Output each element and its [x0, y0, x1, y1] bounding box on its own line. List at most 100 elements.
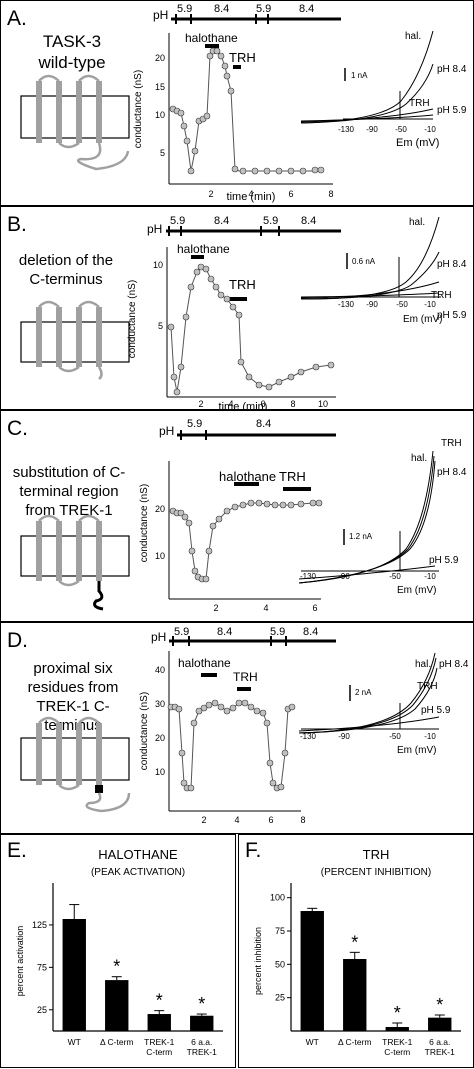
x-tick-label: -90	[338, 732, 350, 741]
data-points-a	[169, 47, 325, 175]
trace-label: TRH	[441, 438, 462, 449]
x-tick-label: -130	[338, 125, 355, 134]
panel-d: D. proximal six residues from TREK-1 C-t…	[0, 622, 474, 834]
ph-bar-a: pH 5.9 8.4 5.9 8.4	[153, 3, 341, 24]
x-tick-label: 8	[290, 399, 295, 409]
y-tick-label: 5	[158, 321, 163, 331]
halothane-label: halothane	[185, 31, 238, 45]
y-tick-label: 125	[32, 920, 47, 930]
category-label: 6 a.a.	[191, 1037, 212, 1047]
trace-label: pH 5.9	[437, 310, 467, 321]
time-course-a: conductance (nS) time (min) 2 4 6 8 5 10…	[133, 31, 334, 203]
bar	[428, 1017, 452, 1031]
panel-a-letter: A.	[7, 7, 27, 30]
ph-label: pH	[159, 424, 174, 438]
y-tick-label: 5	[160, 148, 165, 158]
y-tick-label: 100	[270, 893, 285, 903]
data-points-d	[167, 699, 296, 792]
bar	[105, 980, 129, 1031]
trh-label: TRH	[233, 670, 258, 684]
y-tick-label: 75	[275, 926, 285, 936]
iv-curves-a: 1 nA -130 -90 -50 -10 Em (mV) hal. pH 8.…	[300, 30, 467, 149]
scale-label: 0.6 nA	[352, 257, 376, 266]
iv-x-label: Em (mV)	[397, 745, 436, 756]
channel-schematic-d	[20, 716, 131, 813]
x-tick-label: -130	[300, 732, 317, 741]
panel-b-figure: pH 5.9 8.4 5.9 8.4 conductance (nS) time…	[20, 215, 467, 413]
panel-a-figure: pH 5.9 8.4 5.9 8.4 conductance (nS) time…	[20, 3, 467, 203]
x-tick-label: 4	[234, 815, 239, 825]
ph-bar-d: pH 5.9 8.4 5.9 8.4	[151, 626, 336, 646]
trace-label: pH 5.9	[421, 705, 451, 716]
panel-b-construct-label: deletion of the C-terminus	[18, 252, 114, 288]
trh-bar-chart: TRH (PERCENT INHIBITION) percent inhibitio…	[253, 847, 461, 1057]
category-label: C-term	[146, 1047, 172, 1057]
scale-label: 1.2 nA	[349, 532, 373, 541]
x-tick-label: -50	[396, 300, 408, 309]
x-tick-label: -130	[338, 300, 355, 309]
ph-value: 5.9	[256, 3, 271, 15]
panel-f: F. TRH (PERCENT INHIBITION) percent inhibi…	[238, 834, 474, 1068]
ph-label: pH	[151, 630, 166, 644]
x-tick-label: -10	[424, 125, 436, 134]
ph-value: 5.9	[263, 215, 278, 227]
trace-d	[171, 702, 293, 789]
halothane-label: halothane	[177, 242, 230, 256]
trace-label: pH 8.4	[437, 259, 467, 270]
ph-value: 5.9	[174, 626, 189, 638]
x-tick-label: 6	[260, 399, 265, 409]
halothane-bar-chart: HALOTHANE (PEAK ACTIVATION) percent activa…	[15, 847, 223, 1057]
trh-label: TRH	[229, 50, 256, 65]
ph-value: 5.9	[177, 3, 192, 15]
panel-f-letter: F.	[245, 839, 262, 862]
y-axis-label: percent activation	[15, 926, 25, 997]
trace-label: TRH	[417, 681, 438, 692]
x-tick-label: 6	[312, 603, 317, 613]
y-tick-label: 10	[153, 260, 163, 270]
y-axis-label: conductance (nS)	[133, 70, 144, 148]
trace-label: hal.	[405, 31, 421, 42]
ph-value: 8.4	[301, 215, 316, 227]
panel-b-letter: B.	[7, 213, 27, 236]
iv-x-label: Em (mV)	[403, 314, 442, 325]
y-axis-label: percent inhibition	[253, 927, 263, 995]
panel-d-letter: D.	[7, 629, 28, 652]
x-tick-label: -50	[395, 125, 407, 134]
chart-subtitle: (PERCENT INHIBITION)	[321, 867, 431, 878]
ph-value: 8.4	[214, 215, 229, 227]
data-points-c	[169, 499, 323, 583]
iv-curves-d: 2 nA -130 -90 -50 -10 Em (mV) hal. pH 8.…	[298, 652, 469, 756]
x-tick-label: -50	[389, 572, 401, 581]
x-tick-label: 2	[198, 399, 203, 409]
iv-x-label: Em (mV)	[397, 585, 436, 596]
panel-c-letter: C.	[7, 417, 28, 440]
time-course-d: conductance (nS) 2 4 6 8 10 20 30 40 hal…	[139, 651, 306, 825]
x-tick-label: 4	[248, 189, 253, 199]
ph-value: 8.4	[217, 626, 232, 638]
panel-e-letter: E.	[7, 839, 27, 862]
significance-star: *	[156, 991, 163, 1011]
channel-schematic-b	[20, 300, 130, 380]
y-tick-label: 10	[155, 767, 165, 777]
category-label: WT	[306, 1037, 319, 1047]
ph-label: pH	[147, 222, 162, 236]
trace-label: pH 8.4	[439, 659, 469, 670]
iv-x-label: Em (mV)	[396, 137, 439, 149]
y-tick-label: 15	[155, 82, 165, 92]
trace-label: hal.	[409, 217, 425, 228]
ph-value: 8.4	[214, 3, 229, 15]
x-tick-label: -10	[424, 300, 436, 309]
category-label: C-term	[384, 1047, 410, 1057]
channel-schematic-a	[20, 74, 130, 171]
x-tick-label: -10	[424, 732, 436, 741]
y-tick-label: 75	[37, 962, 47, 972]
category-label: TREK-1	[425, 1047, 456, 1057]
category-label: 6 a.a.	[429, 1037, 450, 1047]
y-axis-label: conductance (nS)	[127, 280, 138, 358]
significance-star: *	[436, 995, 443, 1015]
ph-label: pH	[153, 8, 168, 22]
time-course-b: conductance (nS) time (min) 2 4 6 8 10 5…	[127, 242, 336, 413]
significance-star: *	[113, 957, 120, 977]
significance-star: *	[351, 932, 358, 952]
x-tick-label: 2	[201, 815, 206, 825]
